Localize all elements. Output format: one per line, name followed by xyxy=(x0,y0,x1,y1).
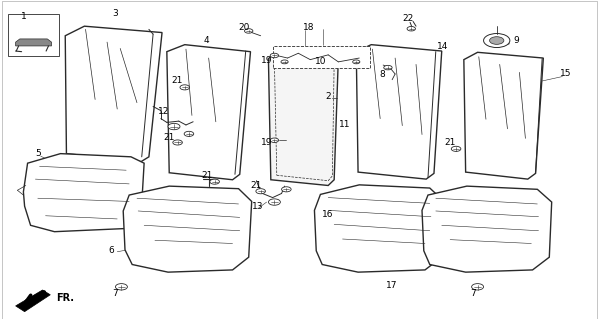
Polygon shape xyxy=(16,39,52,46)
Polygon shape xyxy=(8,14,59,56)
Circle shape xyxy=(180,85,189,90)
Text: 1: 1 xyxy=(20,12,26,21)
Polygon shape xyxy=(356,45,441,179)
Circle shape xyxy=(270,138,279,142)
Text: 12: 12 xyxy=(158,107,169,116)
Circle shape xyxy=(489,37,504,44)
Text: 8: 8 xyxy=(379,70,385,79)
Polygon shape xyxy=(273,46,370,68)
Text: 2: 2 xyxy=(325,92,331,101)
Text: 7: 7 xyxy=(470,289,476,298)
Circle shape xyxy=(407,27,416,31)
Text: 21: 21 xyxy=(201,171,213,180)
Text: 21: 21 xyxy=(164,132,175,141)
Text: 7: 7 xyxy=(113,289,119,298)
Text: 18: 18 xyxy=(302,23,314,32)
Circle shape xyxy=(168,123,180,130)
Circle shape xyxy=(281,60,288,64)
Circle shape xyxy=(483,34,510,48)
Text: 21: 21 xyxy=(251,181,262,190)
Text: 16: 16 xyxy=(322,210,334,219)
Text: 4: 4 xyxy=(204,36,210,45)
Circle shape xyxy=(116,284,128,290)
Circle shape xyxy=(384,65,392,70)
Text: 5: 5 xyxy=(35,149,41,158)
Text: 3: 3 xyxy=(113,9,119,18)
Polygon shape xyxy=(123,186,252,272)
Polygon shape xyxy=(23,154,144,232)
Circle shape xyxy=(256,189,265,194)
Circle shape xyxy=(471,284,483,290)
Circle shape xyxy=(270,53,279,58)
Polygon shape xyxy=(65,26,162,162)
Polygon shape xyxy=(16,290,50,312)
Circle shape xyxy=(353,60,360,64)
Polygon shape xyxy=(268,52,338,186)
Text: 13: 13 xyxy=(252,202,264,211)
Polygon shape xyxy=(464,52,543,179)
Text: 21: 21 xyxy=(444,138,456,147)
Circle shape xyxy=(451,146,461,151)
Text: 19: 19 xyxy=(261,138,273,147)
Polygon shape xyxy=(422,186,552,272)
Text: FR.: FR. xyxy=(56,293,74,303)
Polygon shape xyxy=(314,185,444,272)
Text: 9: 9 xyxy=(513,36,519,45)
Text: 11: 11 xyxy=(338,120,350,129)
Circle shape xyxy=(184,131,193,136)
Circle shape xyxy=(173,140,182,145)
Circle shape xyxy=(244,29,253,33)
Text: 6: 6 xyxy=(108,246,114,255)
Polygon shape xyxy=(167,45,250,180)
Text: 19: 19 xyxy=(261,56,273,65)
Text: 15: 15 xyxy=(559,69,571,78)
Text: 21: 21 xyxy=(171,76,183,85)
Circle shape xyxy=(282,187,291,192)
Text: 14: 14 xyxy=(437,42,449,52)
Text: 17: 17 xyxy=(386,281,398,290)
Text: 10: 10 xyxy=(314,57,326,66)
Circle shape xyxy=(268,199,280,205)
Text: 20: 20 xyxy=(239,23,250,32)
Circle shape xyxy=(210,179,219,184)
Text: 22: 22 xyxy=(403,14,414,23)
